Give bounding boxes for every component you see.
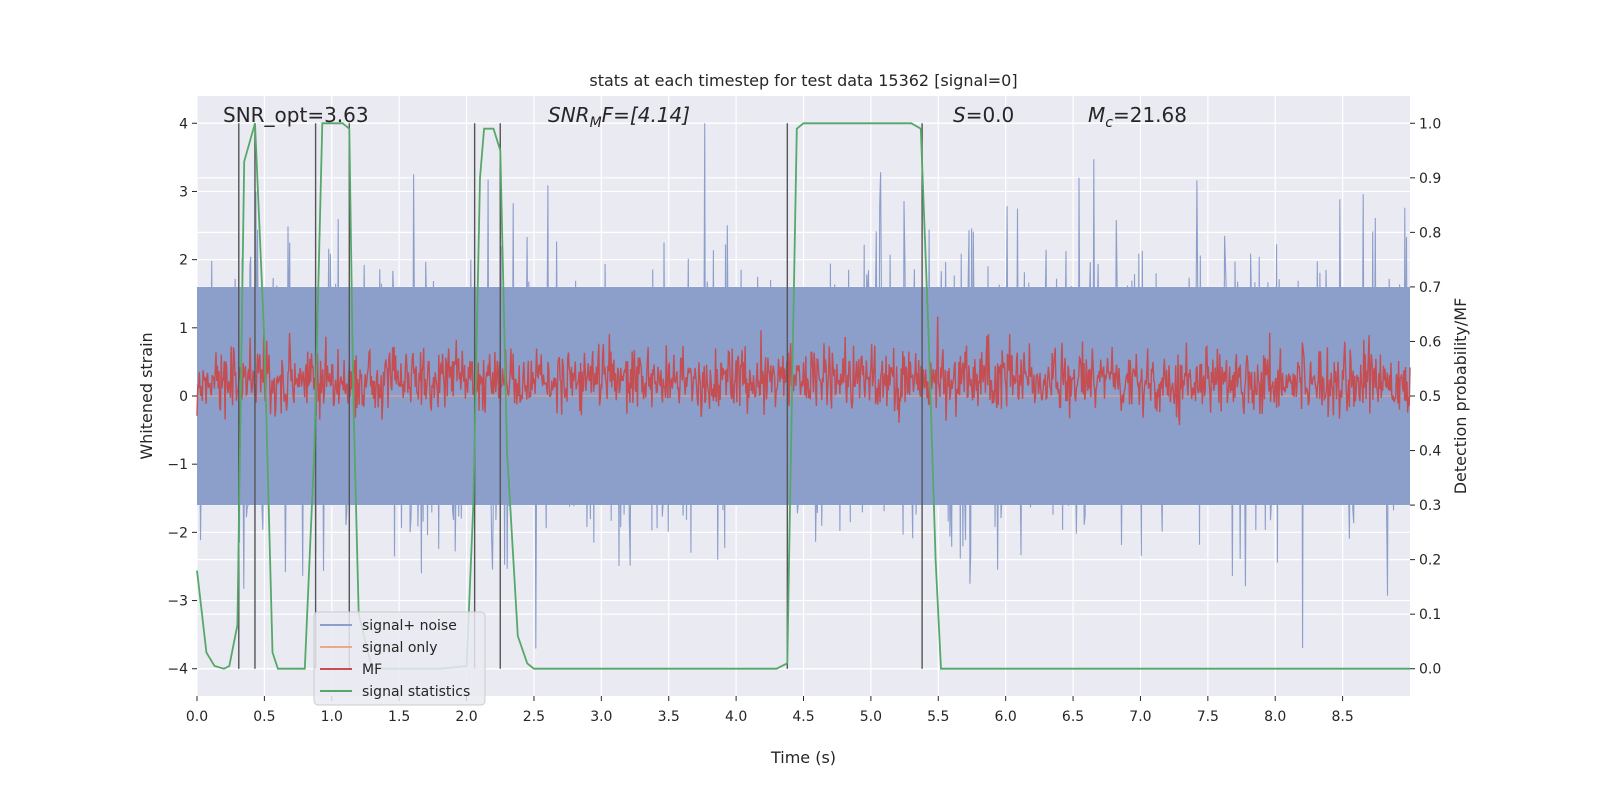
legend: signal+ noise signal only MF signal statist… (313, 611, 486, 706)
y-axis-label-right: Detection probability/MF (1451, 298, 1470, 495)
y-right-tick-label: 0.3 (1419, 498, 1441, 514)
x-tick-label: 7.0 (1129, 709, 1151, 725)
x-tick-label: 4.5 (792, 709, 814, 725)
series-mf (196, 316, 1411, 426)
y-right-tick-label: 0.5 (1419, 389, 1441, 405)
series-signal-statistics (196, 122, 1410, 670)
x-tick-label: 1.5 (388, 709, 410, 725)
y-right-tick-label: 0.4 (1419, 444, 1441, 460)
y-tick-label: −1 (167, 457, 188, 473)
legend-label: signal+ noise (362, 618, 457, 634)
y-right-tick-label: 0.1 (1419, 607, 1441, 623)
x-tick-label: 0.0 (186, 709, 208, 725)
annotation-snr-mf-prefix: SNR (548, 103, 590, 127)
annotation-snr-mf-sub: M (590, 115, 602, 131)
y-tick-label: 0 (179, 389, 188, 405)
noise-trace (196, 123, 1411, 649)
axis-ticks: 0.0 0.5 1.0 1.5 2.0 2.5 3.0 3.5 4.0 4.5 5.0 5.5 6.0 6… (167, 116, 1441, 725)
x-tick-label: 4.0 (725, 709, 747, 725)
y-tick-label: −4 (167, 662, 188, 678)
y-tick-label: 3 (179, 184, 188, 200)
y-tick-label: 2 (179, 253, 188, 269)
annotation-s-value: =0.0 (966, 103, 1015, 127)
chart-title: stats at each timestep for test data 153… (589, 71, 1017, 90)
annotation-mc-value: =21.68 (1113, 103, 1187, 127)
legend-box (313, 611, 486, 706)
x-tick-label: 3.5 (658, 709, 680, 725)
x-tick-label: 0.5 (253, 709, 275, 725)
annotation-snr-opt: SNR_opt=3.63 (223, 103, 369, 127)
x-tick-label: 5.0 (860, 709, 882, 725)
y-tick-label: 4 (179, 116, 188, 132)
y-right-tick-label: 0.6 (1419, 334, 1441, 350)
x-tick-label: 8.0 (1264, 709, 1286, 725)
y-right-tick-label: 0.0 (1419, 662, 1441, 678)
x-tick-label: 3.0 (590, 709, 612, 725)
y-right-tick-label: 0.2 (1419, 553, 1441, 569)
y-right-tick-label: 1.0 (1419, 116, 1441, 132)
y-right-tick-label: 0.9 (1419, 171, 1441, 187)
annotation-snr-mf: SNRMF=[4.14] (548, 103, 690, 131)
y-tick-label: 1 (179, 321, 188, 337)
annotation-mc: Mc=21.68 (1088, 103, 1187, 131)
y-axis-label: Whitened strain (137, 332, 156, 459)
x-tick-label: 8.5 (1331, 709, 1353, 725)
annotation-s: S=0.0 (953, 103, 1014, 127)
x-tick-label: 5.5 (927, 709, 949, 725)
legend-label: MF (362, 662, 382, 678)
legend-label: signal statistics (362, 684, 470, 700)
y-tick-label: −2 (167, 525, 188, 541)
annotation-mc-sub: c (1105, 115, 1113, 131)
signal-statistics-line (196, 122, 1410, 670)
annotation-s-prefix: S (953, 103, 966, 127)
x-tick-label: 2.0 (455, 709, 477, 725)
y-right-tick-label: 0.7 (1419, 280, 1441, 296)
y-tick-label: −3 (167, 594, 188, 610)
mf-trace (196, 316, 1411, 426)
legend-label: signal only (362, 640, 437, 656)
x-tick-label: 6.0 (995, 709, 1017, 725)
annotation-snr-mf-suffix: F=[4.14] (602, 103, 690, 127)
x-tick-label: 6.5 (1062, 709, 1084, 725)
x-tick-label: 1.0 (321, 709, 343, 725)
x-axis-label: Time (s) (770, 748, 836, 767)
x-tick-label: 7.5 (1197, 709, 1219, 725)
y-right-tick-label: 0.8 (1419, 225, 1441, 241)
x-tick-label: 2.5 (523, 709, 545, 725)
annotation-mc-prefix: M (1088, 103, 1105, 127)
